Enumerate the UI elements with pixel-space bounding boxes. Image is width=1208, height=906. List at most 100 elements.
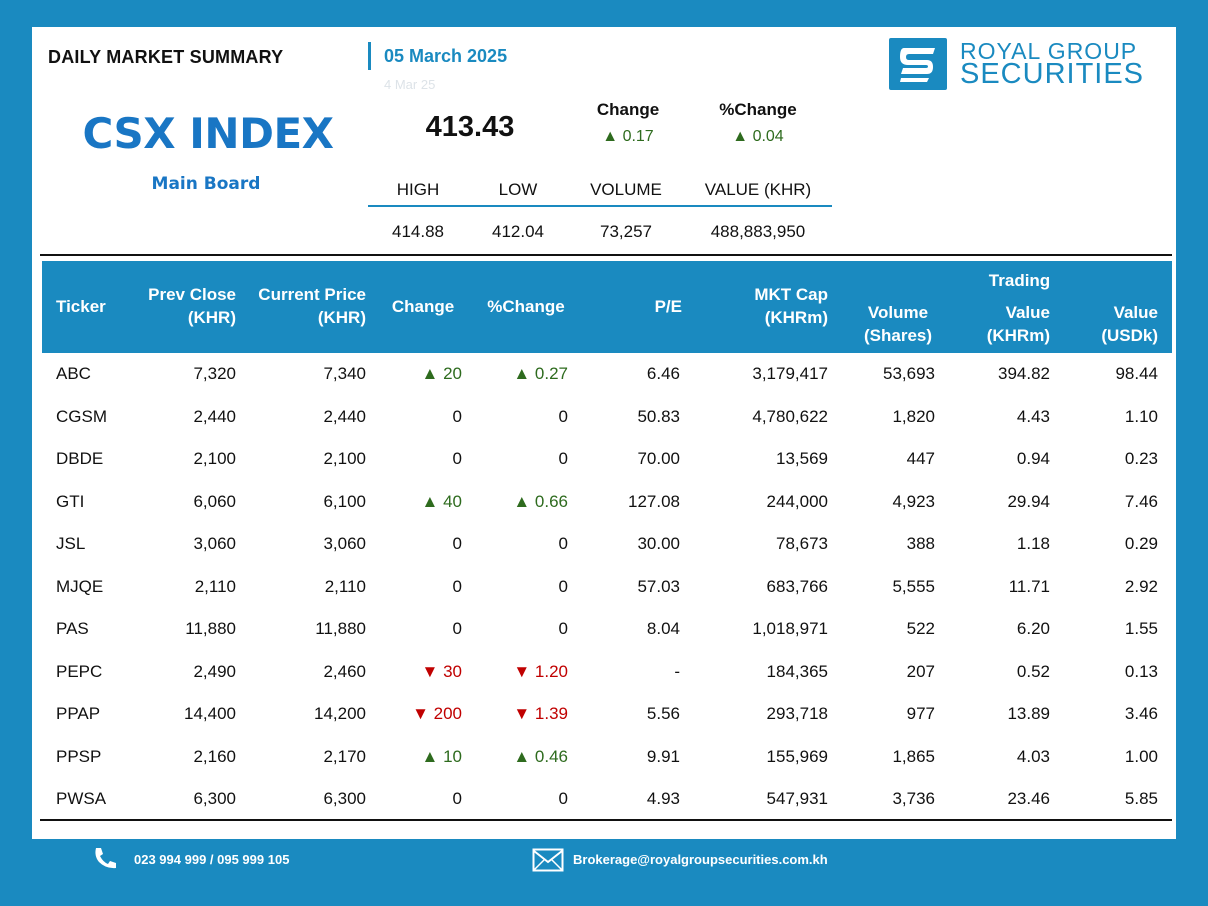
summary-card: DAILY MARKET SUMMARY 05 March 2025 4 Mar… (32, 27, 1176, 839)
cell-change: 0 (452, 534, 462, 553)
pct-change-label: %Change (719, 100, 797, 119)
stat-header-high: HIGH (396, 180, 440, 199)
cell-pe: 4.93 (646, 789, 680, 808)
cell-change: ▼ 200 (412, 704, 462, 723)
table-row: PAS 11,880 11,880 0 0 8.04 1,018,971 522 6.20 1.5… (42, 609, 1172, 651)
header-divider (368, 42, 371, 70)
cell-current-price: 6,300 (323, 789, 366, 808)
cell-pct-change: 0 (558, 619, 568, 638)
cell-volume: 5,555 (892, 576, 935, 596)
cell-mkt-cap: 547,931 (766, 789, 828, 808)
col-ticker: Ticker (56, 297, 106, 316)
cell-value-usd: 3.46 (1124, 704, 1158, 723)
cell-volume: 522 (906, 619, 935, 638)
cell-pe: 30.00 (637, 534, 680, 553)
cell-volume: 388 (906, 534, 935, 553)
stats-divider (368, 205, 832, 207)
cell-prev-close: 2,440 (193, 406, 236, 426)
cell-value-khr: 11.71 (1008, 576, 1050, 596)
cell-mkt-cap: 244,000 (766, 491, 828, 511)
cell-mkt-cap: 293,718 (766, 704, 828, 723)
cell-ticker: PWSA (56, 789, 107, 808)
change-label: Change (596, 100, 660, 119)
cell-mkt-cap: 3,179,417 (752, 364, 828, 383)
cell-volume: 3,736 (892, 789, 935, 808)
cell-mkt-cap: 13,569 (776, 449, 828, 468)
index-name: CSX INDEX (82, 109, 334, 158)
report-date: 05 March 2025 (384, 46, 508, 66)
cell-value-usd: 0.23 (1124, 449, 1158, 468)
logo-text-line2: SECURITIES (960, 58, 1145, 90)
cell-ticker: PAS (56, 619, 89, 638)
table-row: GTI 6,060 6,100 ▲ 40 ▲ 0.66 127.08 244,000 4,92… (42, 482, 1172, 524)
cell-current-price: 2,440 (323, 406, 366, 426)
report-title: DAILY MARKET SUMMARY (48, 47, 284, 67)
cell-ticker: JSL (56, 534, 86, 553)
cell-value-khr: 29.94 (1007, 491, 1050, 511)
table-row: PPSP 2,160 2,170 ▲ 10 ▲ 0.46 9.91 155,969 1,865… (42, 737, 1172, 779)
stat-value-value: 488,883,950 (710, 222, 806, 241)
stat-header-value: VALUE (KHR) (704, 180, 812, 199)
col-value-khr: Value (KHRm) (986, 303, 1050, 345)
cell-value-usd: 2.92 (1124, 576, 1158, 596)
table-row: DBDE 2,100 2,100 0 0 70.00 13,569 447 0.94 0.23 (42, 439, 1172, 481)
cell-pe: - (674, 661, 680, 681)
table-top-rule (40, 254, 1172, 256)
cell-mkt-cap: 683,766 (766, 576, 828, 596)
cell-value-khr: 23.46 (1007, 789, 1050, 808)
index-value: 413.43 (425, 111, 515, 143)
cell-prev-close: 2,160 (193, 746, 236, 766)
cell-value-khr: 6.20 (1016, 619, 1050, 638)
cell-value-usd: 0.29 (1124, 534, 1158, 553)
table-row: ABC 7,320 7,340 ▲ 20 ▲ 0.27 6.46 3,179,417 53,6… (42, 354, 1172, 396)
cell-value-usd: 1.00 (1124, 746, 1158, 766)
ghost-text: 4 Mar 25 (384, 77, 436, 92)
cell-change: 0 (452, 619, 462, 638)
cell-prev-close: 6,300 (193, 789, 236, 808)
cell-value-usd: 98.44 (1115, 364, 1158, 383)
cell-value-khr: 0.52 (1016, 661, 1050, 681)
cell-pe: 50.83 (637, 406, 680, 426)
table-row: JSL 3,060 3,060 0 0 30.00 78,673 388 1.18 0.29 (42, 524, 1172, 566)
table-row: PWSA 6,300 6,300 0 0 4.93 547,931 3,736 23.46 5.8… (42, 779, 1172, 821)
cell-volume: 207 (906, 661, 935, 681)
cell-prev-close: 7,320 (193, 364, 236, 383)
stat-header-volume: VOLUME (590, 180, 662, 199)
cell-value-khr: 0.94 (1016, 449, 1050, 468)
cell-value-khr: 4.43 (1016, 406, 1050, 426)
col-change: Change (391, 297, 455, 316)
cell-ticker: MJQE (56, 576, 104, 596)
table-header: Ticker Prev Close (KHR) Current Price (KHR… (42, 261, 1172, 353)
cell-current-price: 2,460 (323, 661, 366, 681)
cell-pe: 57.03 (637, 576, 680, 596)
col-value-usd: Value (USDk) (1101, 303, 1158, 345)
col-prev-close: Prev Close (KHR) (148, 285, 236, 327)
rgs-logo-icon (889, 38, 947, 90)
cell-value-usd: 1.55 (1124, 619, 1158, 638)
cell-prev-close: 14,400 (184, 704, 236, 723)
table-row: PPAP 14,400 14,200 ▼ 200 ▼ 1.39 5.56 293,718 97… (42, 694, 1172, 736)
cell-change: ▲ 40 (421, 491, 462, 511)
cell-pe: 5.56 (646, 704, 680, 723)
table-row: MJQE 2,110 2,110 0 0 57.03 683,766 5,555 11.71 2.… (42, 567, 1172, 609)
footer-email[interactable]: Brokerage@royalgroupsecurities.com.kh (573, 852, 828, 867)
index-change: ▲ 0.17 (602, 128, 654, 145)
cell-change: 0 (452, 789, 462, 808)
cell-prev-close: 2,100 (193, 449, 236, 468)
cell-value-usd: 1.10 (1124, 406, 1158, 426)
cell-current-price: 6,100 (323, 491, 366, 511)
cell-mkt-cap: 155,969 (766, 746, 828, 766)
board-name: Main Board (151, 174, 261, 194)
cell-pct-change: 0 (558, 534, 568, 553)
cell-current-price: 14,200 (314, 704, 366, 723)
cell-current-price: 3,060 (323, 534, 366, 553)
cell-volume: 1,865 (892, 746, 935, 766)
cell-current-price: 2,110 (324, 576, 366, 596)
cell-pct-change: ▼ 1.39 (513, 704, 568, 723)
cell-prev-close: 6,060 (193, 491, 236, 511)
stat-header-low: LOW (498, 180, 538, 199)
cell-pe: 9.91 (646, 746, 680, 766)
cell-ticker: DBDE (56, 449, 104, 468)
cell-change: ▲ 10 (421, 746, 462, 766)
cell-volume: 977 (906, 704, 935, 723)
